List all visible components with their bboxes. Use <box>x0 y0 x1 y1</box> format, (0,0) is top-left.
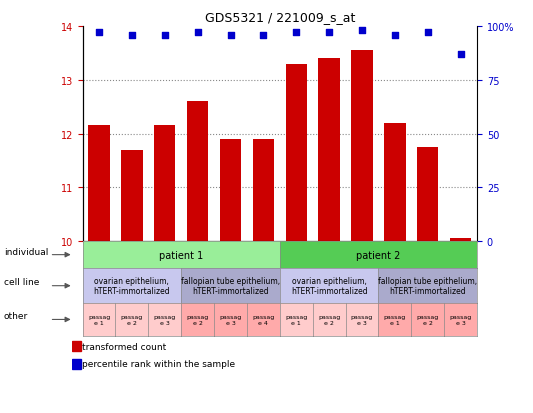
Text: passag
e 2: passag e 2 <box>187 314 209 325</box>
Text: passag
e 2: passag e 2 <box>318 314 340 325</box>
Bar <box>351 51 373 242</box>
Point <box>325 30 334 37</box>
Bar <box>220 140 241 242</box>
Point <box>358 28 366 34</box>
Text: percentile rank within the sample: percentile rank within the sample <box>82 359 235 368</box>
Point <box>160 32 169 39</box>
Bar <box>450 239 471 242</box>
Point <box>127 32 136 39</box>
Bar <box>318 59 340 242</box>
Point <box>259 32 268 39</box>
Point <box>95 30 103 37</box>
Bar <box>253 140 274 242</box>
Bar <box>72 359 81 369</box>
Text: patient 2: patient 2 <box>356 250 401 260</box>
Point <box>193 30 202 37</box>
Bar <box>384 123 406 242</box>
Bar <box>88 126 110 242</box>
Point <box>226 32 235 39</box>
Bar <box>121 150 143 242</box>
Bar <box>187 102 208 242</box>
Text: patient 1: patient 1 <box>159 250 204 260</box>
Point <box>423 30 432 37</box>
Text: cell line: cell line <box>4 277 39 286</box>
Text: other: other <box>4 311 28 320</box>
Title: GDS5321 / 221009_s_at: GDS5321 / 221009_s_at <box>205 11 355 24</box>
Text: passag
e 1: passag e 1 <box>384 314 406 325</box>
Text: passag
e 1: passag e 1 <box>285 314 308 325</box>
Text: individual: individual <box>4 247 49 256</box>
Text: fallopian tube epithelium,
hTERT-immortalized: fallopian tube epithelium, hTERT-immorta… <box>181 276 280 296</box>
Text: passag
e 2: passag e 2 <box>417 314 439 325</box>
Text: passag
e 1: passag e 1 <box>88 314 110 325</box>
Text: passag
e 2: passag e 2 <box>121 314 143 325</box>
Bar <box>154 126 175 242</box>
Text: ovarian epithelium,
hTERT-immortalized: ovarian epithelium, hTERT-immortalized <box>291 276 367 296</box>
Bar <box>417 148 439 242</box>
Text: passag
e 3: passag e 3 <box>154 314 176 325</box>
Text: passag
e 3: passag e 3 <box>220 314 241 325</box>
Point <box>391 32 399 39</box>
Text: transformed count: transformed count <box>82 342 166 351</box>
Text: ovarian epithelium,
hTERT-immortalized: ovarian epithelium, hTERT-immortalized <box>94 276 170 296</box>
Bar <box>72 341 81 351</box>
Text: passag
e 3: passag e 3 <box>351 314 373 325</box>
Text: fallopian tube epithelium,
hTERT-immortalized: fallopian tube epithelium, hTERT-immorta… <box>378 276 477 296</box>
Point <box>456 52 465 58</box>
Text: passag
e 4: passag e 4 <box>252 314 274 325</box>
Point <box>292 30 301 37</box>
Bar <box>286 64 307 242</box>
Text: passag
e 3: passag e 3 <box>449 314 472 325</box>
